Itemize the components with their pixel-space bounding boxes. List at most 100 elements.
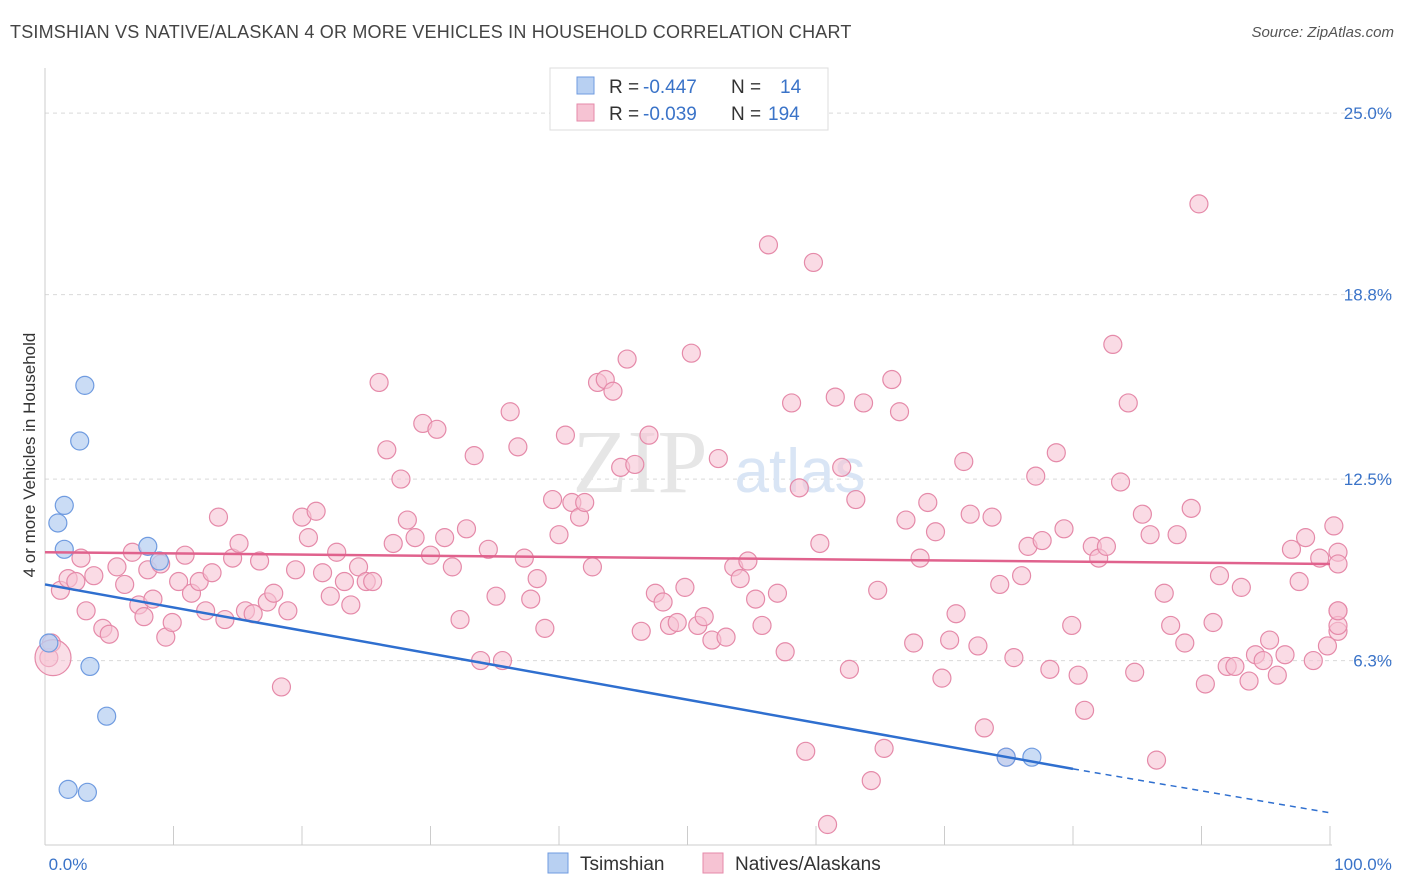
natives-alaskans-point xyxy=(817,814,838,835)
natives-alaskans-point xyxy=(169,571,189,592)
natives-alaskans-point xyxy=(1195,674,1215,694)
natives-alaskans-point xyxy=(202,563,222,583)
natives-alaskans-point xyxy=(334,571,355,592)
trend-lines xyxy=(44,551,1331,814)
legend-r-label: R = xyxy=(609,77,639,98)
legend-n-value: 14 xyxy=(780,77,802,98)
y-tick-label: 25.0% xyxy=(1344,104,1392,123)
legend-swatch-tsimshian xyxy=(576,76,595,95)
natives-alaskans-point xyxy=(968,636,988,656)
legend-n-value: 194 xyxy=(768,104,800,125)
natives-alaskans-point xyxy=(1281,539,1302,559)
natives-alaskans-point xyxy=(1328,601,1348,621)
bottom-legend-natives: Natives/Alaskans xyxy=(735,854,881,875)
natives-alaskans-point xyxy=(1118,393,1138,413)
natives-alaskans-point xyxy=(107,557,127,577)
natives-alaskans-point xyxy=(555,425,576,445)
natives-alaskans-point xyxy=(1026,466,1046,486)
natives-alaskans-point xyxy=(940,630,960,650)
natives-alaskans-point xyxy=(889,402,910,422)
y-tick-label: 18.8% xyxy=(1344,286,1392,305)
natives-alaskans-point xyxy=(861,770,881,791)
natives-alaskans-point xyxy=(846,489,866,510)
tsimshian-trend-extension xyxy=(1072,768,1331,814)
natives-alaskans-point xyxy=(405,528,425,548)
natives-alaskans-point xyxy=(803,252,824,273)
tsimshian-point xyxy=(77,782,98,802)
legend-n-label: N = xyxy=(731,77,761,98)
natives-alaskans-point xyxy=(675,577,695,597)
natives-alaskans-point xyxy=(264,583,284,603)
natives-alaskans-point xyxy=(500,402,520,422)
natives-alaskans-point xyxy=(1303,650,1323,671)
natives-alaskans-point xyxy=(882,369,902,390)
y-axis-label: 4 or more Vehicles in Household xyxy=(20,333,39,578)
natives-alaskans-point xyxy=(341,595,361,615)
natives-alaskans-point xyxy=(196,601,216,621)
natives-alaskans-point xyxy=(549,525,569,545)
natives-alaskans-point xyxy=(839,659,860,679)
natives-alaskans-point xyxy=(99,624,119,644)
natives-alaskans-point xyxy=(789,478,809,498)
natives-alaskans-point xyxy=(1324,516,1344,536)
natives-alaskans-point xyxy=(486,586,506,606)
natives-alaskans-point xyxy=(1074,700,1095,720)
tsimshian-point xyxy=(80,656,100,677)
natives-alaskans-point xyxy=(435,528,455,548)
natives-alaskans-point xyxy=(1260,630,1280,650)
tsimshian-point xyxy=(97,706,117,726)
x-tick-labels: 0.0% 100.0% xyxy=(49,855,1392,874)
natives-alaskans-point xyxy=(575,492,595,513)
natives-alaskans-point xyxy=(1181,498,1201,518)
natives-alaskans-point xyxy=(1054,519,1074,539)
natives-alaskans-point xyxy=(974,718,994,738)
natives-alaskans-point xyxy=(746,589,766,609)
natives-alaskans-point xyxy=(542,489,563,510)
natives-alaskans-point xyxy=(527,568,547,589)
natives-alaskans-point xyxy=(1046,443,1066,463)
source-credit: Source: ZipAtlas.com xyxy=(1251,24,1394,41)
natives-alaskans-point xyxy=(1167,525,1187,545)
natives-alaskans-point xyxy=(162,612,182,633)
natives-alaskans-point xyxy=(298,528,319,548)
natives-alaskans-point xyxy=(775,642,795,662)
natives-alaskans-point xyxy=(285,560,306,580)
y-tick-labels: 6.3% 12.5% 18.8% 25.0% xyxy=(1344,104,1392,670)
natives-alaskans-point xyxy=(1032,530,1052,551)
natives-alaskans-point xyxy=(249,551,270,571)
natives-alaskans-point xyxy=(681,343,701,363)
natives-alaskans-point xyxy=(1253,650,1273,671)
natives-alaskans-point xyxy=(397,510,417,530)
natives-alaskans-point xyxy=(825,387,845,407)
natives-alaskans-point xyxy=(1289,571,1309,592)
natives-alaskans-point xyxy=(508,437,528,457)
natives-alaskans-point xyxy=(694,607,714,627)
natives-alaskans-point xyxy=(369,372,389,393)
natives-alaskans-point xyxy=(853,393,874,413)
natives-alaskans-point xyxy=(716,627,736,647)
legend-n-label: N = xyxy=(731,104,761,125)
natives-alaskans-point xyxy=(925,522,946,542)
natives-alaskans-point xyxy=(730,568,750,589)
natives-alaskans-point xyxy=(667,612,687,633)
natives-alaskans-point xyxy=(990,574,1010,595)
natives-alaskans-point xyxy=(1317,636,1338,656)
bottom-legend-swatch-natives xyxy=(702,852,724,874)
natives-alaskans-point xyxy=(478,539,498,559)
natives-alaskans-point xyxy=(377,440,397,460)
natives-alaskans-point xyxy=(1175,633,1195,653)
natives-alaskans-point xyxy=(1225,656,1245,677)
tsimshian-points xyxy=(39,375,1042,802)
tsimshian-trend-line xyxy=(44,583,1074,771)
natives-alaskans-point xyxy=(1110,472,1131,492)
natives-alaskans-point xyxy=(946,604,966,624)
natives-alaskans-point xyxy=(982,507,1002,527)
natives-alaskans-point xyxy=(1140,525,1160,545)
natives-alaskans-point xyxy=(1154,583,1174,603)
natives-alaskans-point xyxy=(1161,615,1181,636)
natives-alaskans-point xyxy=(442,557,462,577)
natives-alaskans-point xyxy=(767,583,788,603)
natives-alaskans-point xyxy=(1231,577,1251,597)
natives-alaskans-point xyxy=(758,235,779,255)
